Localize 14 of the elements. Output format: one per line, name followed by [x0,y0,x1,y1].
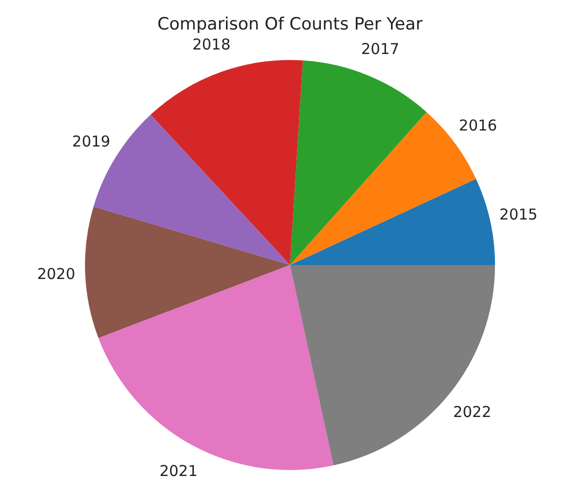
slice-label: 2018 [192,36,231,54]
slice-label: 2022 [453,402,492,421]
pie-slice [290,178,495,265]
slice-label: 2015 [499,206,538,224]
slice-label: 2020 [37,264,76,283]
slice-label: 2021 [159,462,198,480]
pie-slice [290,60,427,265]
pie-slice [290,265,495,466]
slice-label: 2016 [458,116,498,135]
pie-slice [85,206,290,338]
pie-slice [150,60,303,265]
slice-label: 2019 [72,132,110,150]
chart-title: Comparison Of Counts Per Year [157,14,423,35]
slice-label: 2017 [361,40,400,58]
